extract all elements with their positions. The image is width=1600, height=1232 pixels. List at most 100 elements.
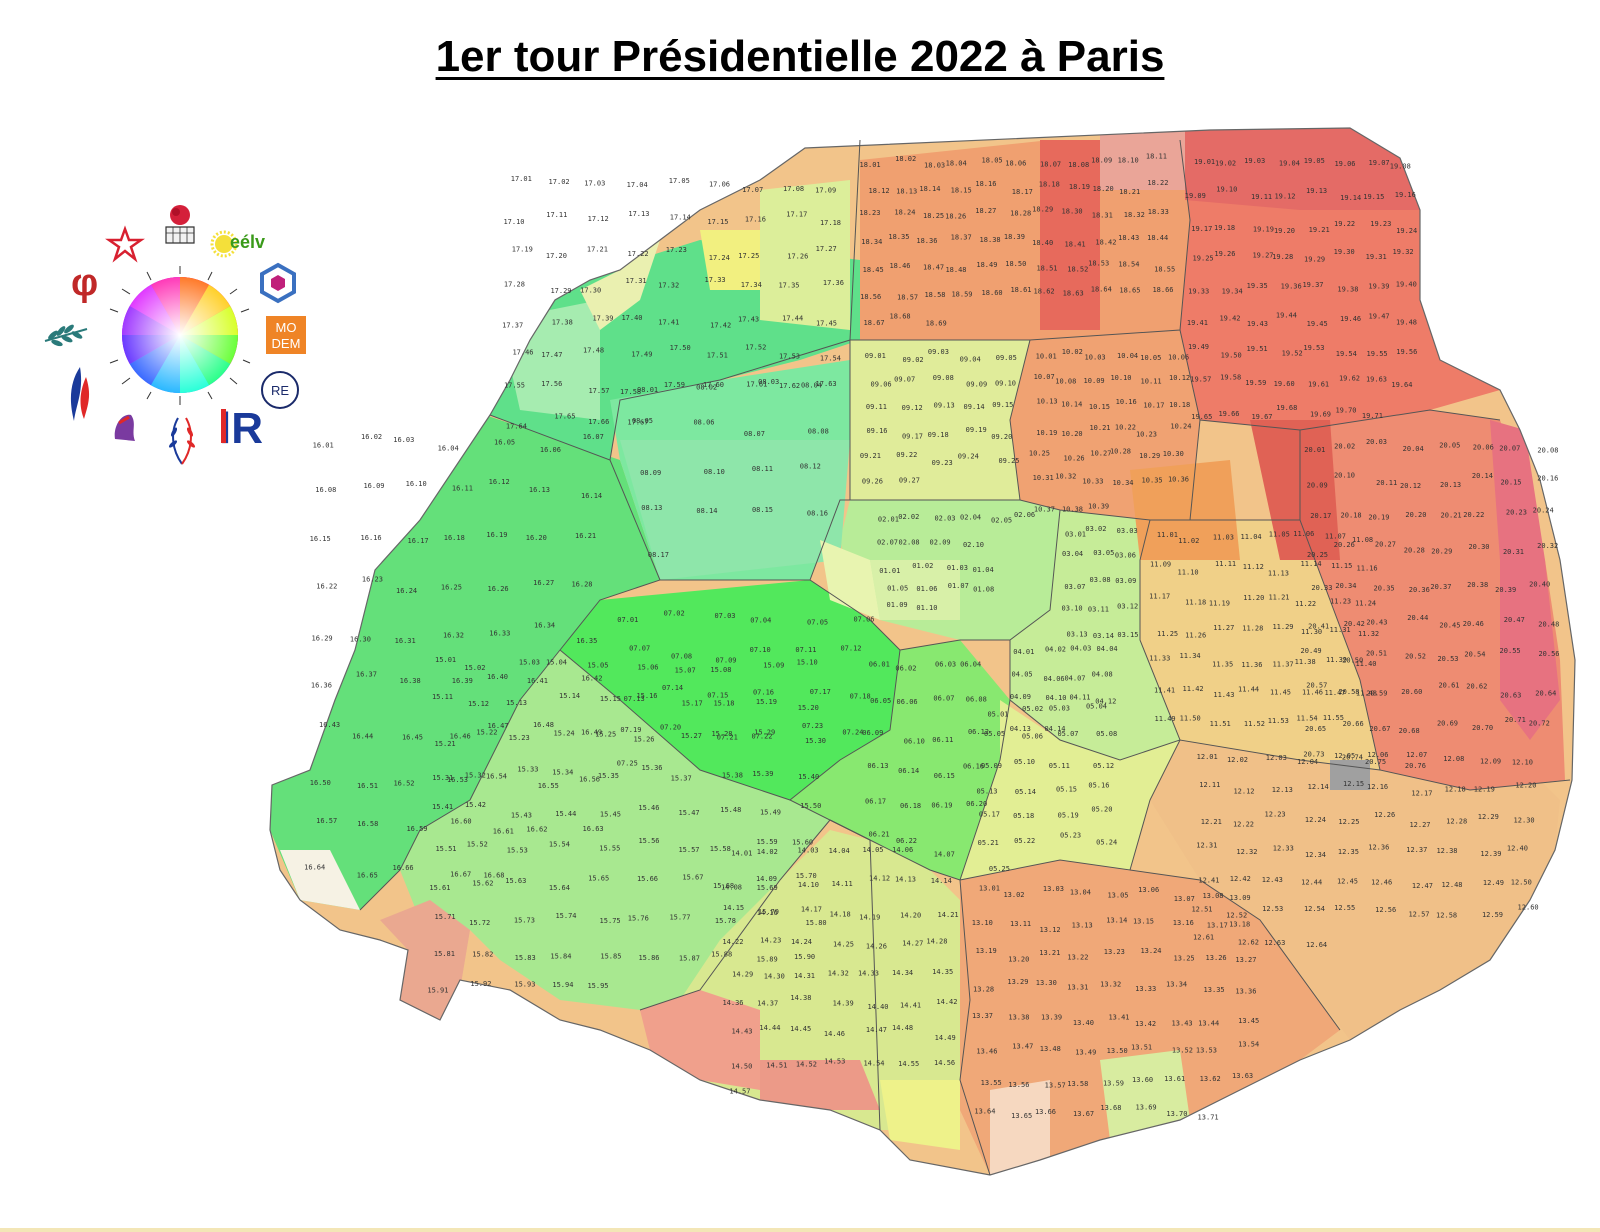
bureau-label: 14.51 xyxy=(766,1062,787,1070)
bureau-label: 18.39 xyxy=(1004,233,1025,241)
bureau-label: 04.02 xyxy=(1045,646,1066,654)
bureau-label: 18.48 xyxy=(945,266,966,274)
bureau-label: 18.17 xyxy=(1012,188,1033,196)
bureau-label: 15.48 xyxy=(720,806,741,814)
bureau-label: 19.18 xyxy=(1214,224,1235,232)
bureau-label: 20.25 xyxy=(1307,551,1328,559)
bureau-label: 11.46 xyxy=(1302,689,1323,697)
bureau-label: 15.52 xyxy=(467,840,488,848)
bureau-label: 07.07 xyxy=(629,645,650,653)
bureau-label: 17.47 xyxy=(541,351,562,359)
bureau-label: 15.74 xyxy=(555,912,576,920)
bureau-label: 04.13 xyxy=(1010,725,1031,733)
bureau-label: 13.67 xyxy=(1073,1110,1094,1118)
bureau-label: 18.49 xyxy=(976,261,997,269)
bureau-label: 06.20 xyxy=(966,800,987,808)
bureau-label: 20.22 xyxy=(1463,511,1484,519)
bureau-label: 19.46 xyxy=(1340,315,1361,323)
bureau-label: 13.47 xyxy=(1012,1042,1033,1050)
bureau-label: 14.30 xyxy=(764,973,785,981)
bureau-label: 12.03 xyxy=(1266,754,1287,762)
bureau-label: 15.47 xyxy=(679,809,700,817)
bureau-label: 20.74 xyxy=(1342,753,1363,761)
lr-icon: lR xyxy=(219,404,263,453)
bureau-label: 01.10 xyxy=(916,604,937,612)
bureau-label: 18.27 xyxy=(975,207,996,215)
bureau-label: 05.09 xyxy=(981,762,1002,770)
district-6 xyxy=(790,640,1010,880)
bureau-label: 19.05 xyxy=(1304,157,1325,165)
bureau-label: 15.38 xyxy=(722,772,743,780)
bureau-label: 11.22 xyxy=(1295,600,1316,608)
bureau-label: 05.11 xyxy=(1049,762,1070,770)
bureau-label: 13.31 xyxy=(1067,984,1088,992)
bureau-label: 19.08 xyxy=(1390,163,1411,171)
bureau-label: 14.27 xyxy=(902,939,923,947)
bureau-label: 07.08 xyxy=(671,652,692,660)
district-borders xyxy=(269,127,1576,1176)
eelv-label: eélv xyxy=(230,232,265,252)
bureau-label: 05.13 xyxy=(976,788,997,796)
bureau-label: 14.21 xyxy=(938,911,959,919)
bureau-label: 01.06 xyxy=(916,585,937,593)
bureau-label: 11.52 xyxy=(1244,720,1265,728)
bureau-label: 05.22 xyxy=(1014,837,1035,845)
bureau-label: 15.95 xyxy=(587,982,608,990)
bureau-label: 05.02 xyxy=(1022,705,1043,713)
bureau-label: 03.15 xyxy=(1117,631,1138,639)
bureau-label: 20.45 xyxy=(1439,622,1460,630)
bureau-label: 15.01 xyxy=(435,656,456,664)
bureau-label: 03.06 xyxy=(1115,552,1136,560)
bureau-label: 12.35 xyxy=(1338,848,1359,856)
bureau-label: 16.01 xyxy=(313,441,334,449)
bureau-label: 15.94 xyxy=(552,981,573,989)
bureau-label: 19.50 xyxy=(1221,351,1242,359)
bureau-label: 15.76 xyxy=(628,914,649,922)
bureau-label: 14.55 xyxy=(898,1060,919,1068)
bureau-label: 08.05 xyxy=(632,417,653,425)
bureau-label: 10.22 xyxy=(1115,424,1136,432)
bureau-label: 11.05 xyxy=(1269,530,1290,538)
bureau-label: 17.38 xyxy=(552,318,573,326)
bureau-label: 15.49 xyxy=(760,809,781,817)
bureau-label: 11.03 xyxy=(1213,534,1234,542)
bureau-label: 13.19 xyxy=(976,947,997,955)
bureau-label: 20.38 xyxy=(1467,581,1488,589)
bureau-label: 14.48 xyxy=(892,1024,913,1032)
bureau-label: 06.16 xyxy=(963,763,984,771)
bureau-label: 13.16 xyxy=(1173,919,1194,927)
bureau-label: 10.13 xyxy=(1037,398,1058,406)
bureau-label: 14.09 xyxy=(756,875,777,883)
bureau-label: 06.06 xyxy=(897,698,918,706)
bureau-label: 09.13 xyxy=(934,402,955,410)
bureau-label: 13.04 xyxy=(1070,889,1091,897)
bureau-label: 15.33 xyxy=(517,765,538,773)
bureau-label: 16.06 xyxy=(540,446,561,454)
bureau-label: 10.12 xyxy=(1169,374,1190,382)
bureau-label: 05.23 xyxy=(1060,831,1081,839)
bureau-label: 02.07 xyxy=(877,539,898,547)
bureau-label: 13.48 xyxy=(1040,1045,1061,1053)
bureau-label: 13.21 xyxy=(1039,949,1060,957)
bureau-label: 14.41 xyxy=(900,1002,921,1010)
choropleth xyxy=(270,128,1575,1175)
bureau-label: 16.40 xyxy=(487,673,508,681)
bureau-label: 12.57 xyxy=(1408,911,1429,919)
bureau-label: 19.44 xyxy=(1276,312,1297,320)
bureau-label: 19.57 xyxy=(1190,376,1211,384)
bureau-label: 11.54 xyxy=(1297,715,1318,723)
bureau-label: 17.19 xyxy=(512,246,533,254)
bureau-label: 05.07 xyxy=(1057,730,1078,738)
bureau-label: 17.08 xyxy=(783,185,804,193)
bureau-label: 19.53 xyxy=(1303,344,1324,352)
bureau-label: 20.39 xyxy=(1495,586,1516,594)
bureau-label: 20.69 xyxy=(1437,720,1458,728)
bureau-label: 10.21 xyxy=(1089,424,1110,432)
bureau-label: 18.08 xyxy=(1068,161,1089,169)
bureau-label: 19.71 xyxy=(1362,412,1383,420)
bureau-label: 14.24 xyxy=(791,938,812,946)
bureau-label: 06.03 xyxy=(935,660,956,668)
bureau-label: 19.02 xyxy=(1215,159,1236,167)
bureau-label: 15.64 xyxy=(549,884,570,892)
bureau-label: 05.01 xyxy=(987,711,1008,719)
